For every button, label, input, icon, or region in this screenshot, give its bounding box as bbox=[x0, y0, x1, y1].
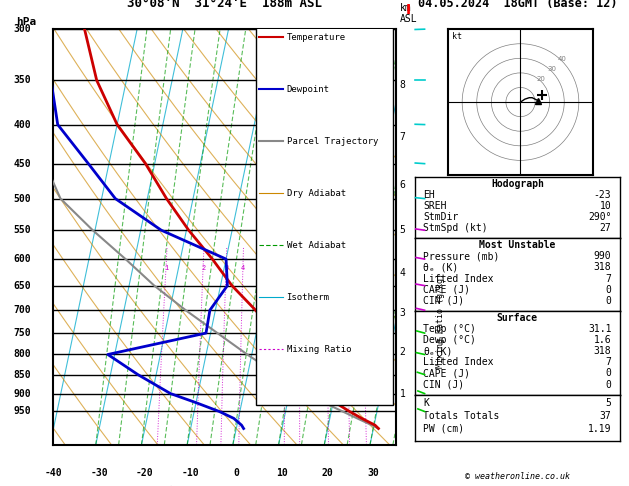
Text: 3: 3 bbox=[224, 265, 228, 271]
Text: 4: 4 bbox=[399, 268, 405, 278]
Text: 950: 950 bbox=[14, 406, 31, 417]
Text: Temperature: Temperature bbox=[287, 33, 346, 42]
Text: 1: 1 bbox=[164, 265, 169, 271]
Text: Totals Totals: Totals Totals bbox=[423, 411, 499, 421]
Text: 1.6: 1.6 bbox=[594, 335, 611, 345]
Text: 850: 850 bbox=[14, 369, 31, 380]
Text: 10: 10 bbox=[276, 468, 288, 478]
Text: © weatheronline.co.uk: © weatheronline.co.uk bbox=[465, 472, 570, 481]
Text: 700: 700 bbox=[14, 305, 31, 315]
Text: θₑ (K): θₑ (K) bbox=[423, 262, 459, 272]
Text: 750: 750 bbox=[14, 328, 31, 338]
Text: K: K bbox=[423, 398, 429, 408]
Text: CIN (J): CIN (J) bbox=[423, 380, 464, 390]
Text: 10: 10 bbox=[599, 201, 611, 211]
Text: 400: 400 bbox=[14, 120, 31, 130]
Text: 4: 4 bbox=[241, 265, 245, 271]
Text: 30: 30 bbox=[547, 66, 556, 72]
Text: Temp (°C): Temp (°C) bbox=[423, 324, 476, 334]
Text: 30: 30 bbox=[367, 468, 379, 478]
Text: Dry Adiabat: Dry Adiabat bbox=[287, 189, 346, 198]
Text: 7: 7 bbox=[399, 132, 405, 142]
Text: θₑ(K): θₑ(K) bbox=[423, 346, 453, 356]
Text: 1.19: 1.19 bbox=[588, 424, 611, 434]
Text: 3: 3 bbox=[399, 308, 405, 317]
Text: 290°: 290° bbox=[588, 212, 611, 222]
Text: 318: 318 bbox=[594, 262, 611, 272]
Text: I: I bbox=[406, 3, 411, 17]
Text: 990: 990 bbox=[594, 251, 611, 261]
Text: EH: EH bbox=[423, 190, 435, 200]
Text: 650: 650 bbox=[14, 280, 31, 291]
Text: 04.05.2024  18GMT (Base: 12): 04.05.2024 18GMT (Base: 12) bbox=[418, 0, 617, 10]
Text: km
ASL: km ASL bbox=[399, 3, 417, 24]
Text: 550: 550 bbox=[14, 225, 31, 235]
Text: Hodograph: Hodograph bbox=[491, 179, 544, 189]
Text: hPa: hPa bbox=[16, 17, 36, 27]
Text: 5: 5 bbox=[399, 225, 405, 235]
Text: 0: 0 bbox=[233, 468, 239, 478]
Text: 8: 8 bbox=[399, 80, 405, 90]
Text: StmDir: StmDir bbox=[423, 212, 459, 222]
Text: Wet Adiabat: Wet Adiabat bbox=[287, 241, 346, 250]
Text: 500: 500 bbox=[14, 193, 31, 204]
Text: 0: 0 bbox=[606, 380, 611, 390]
Text: Surface: Surface bbox=[497, 312, 538, 323]
Text: 20: 20 bbox=[343, 265, 351, 271]
Text: Mixing Ratio (g/kg): Mixing Ratio (g/kg) bbox=[436, 273, 445, 367]
Text: 25: 25 bbox=[359, 265, 367, 271]
Text: -30: -30 bbox=[91, 468, 108, 478]
Text: 30°08'N  31°24'E  188m ASL: 30°08'N 31°24'E 188m ASL bbox=[127, 0, 323, 10]
Text: 10: 10 bbox=[296, 265, 304, 271]
Text: 20: 20 bbox=[322, 468, 333, 478]
Text: 5: 5 bbox=[606, 398, 611, 408]
Text: 800: 800 bbox=[14, 349, 31, 360]
Text: Dewp (°C): Dewp (°C) bbox=[423, 335, 476, 345]
Text: 300: 300 bbox=[14, 24, 31, 34]
Text: StmSpd (kt): StmSpd (kt) bbox=[423, 223, 488, 233]
Text: -40: -40 bbox=[45, 468, 62, 478]
Text: CAPE (J): CAPE (J) bbox=[423, 368, 470, 379]
Text: Dewpoint: Dewpoint bbox=[287, 85, 330, 94]
Text: Pressure (mb): Pressure (mb) bbox=[423, 251, 499, 261]
Text: SREH: SREH bbox=[423, 201, 447, 211]
Text: Mixing Ratio: Mixing Ratio bbox=[287, 345, 351, 354]
Text: 15: 15 bbox=[323, 265, 331, 271]
Text: 37: 37 bbox=[599, 411, 611, 421]
Text: kt: kt bbox=[452, 33, 462, 41]
Text: 0: 0 bbox=[606, 296, 611, 306]
Text: 40: 40 bbox=[557, 56, 566, 62]
Text: Parcel Trajectory: Parcel Trajectory bbox=[287, 137, 378, 146]
Text: CAPE (J): CAPE (J) bbox=[423, 285, 470, 295]
Text: 600: 600 bbox=[14, 254, 31, 264]
Text: 0: 0 bbox=[606, 285, 611, 295]
Text: 20: 20 bbox=[537, 76, 545, 82]
Text: 8: 8 bbox=[284, 265, 288, 271]
Text: Lifted Index: Lifted Index bbox=[423, 274, 494, 283]
Text: -23: -23 bbox=[594, 190, 611, 200]
Text: PW (cm): PW (cm) bbox=[423, 424, 464, 434]
Text: 2: 2 bbox=[399, 347, 405, 357]
Text: 27: 27 bbox=[599, 223, 611, 233]
Text: 2: 2 bbox=[201, 265, 206, 271]
Text: 450: 450 bbox=[14, 158, 31, 169]
Text: 6: 6 bbox=[399, 180, 405, 190]
Text: Most Unstable: Most Unstable bbox=[479, 240, 555, 250]
Text: 7: 7 bbox=[606, 357, 611, 367]
Text: 0: 0 bbox=[606, 368, 611, 379]
Text: CIN (J): CIN (J) bbox=[423, 296, 464, 306]
Text: 7: 7 bbox=[606, 274, 611, 283]
Text: 1: 1 bbox=[399, 389, 405, 399]
Text: Isotherm: Isotherm bbox=[287, 293, 330, 302]
Text: 31.1: 31.1 bbox=[588, 324, 611, 334]
Text: 900: 900 bbox=[14, 389, 31, 399]
FancyBboxPatch shape bbox=[256, 25, 393, 405]
Text: -10: -10 bbox=[182, 468, 199, 478]
Text: -20: -20 bbox=[136, 468, 153, 478]
Text: Lifted Index: Lifted Index bbox=[423, 357, 494, 367]
Text: 350: 350 bbox=[14, 75, 31, 85]
Text: 318: 318 bbox=[594, 346, 611, 356]
